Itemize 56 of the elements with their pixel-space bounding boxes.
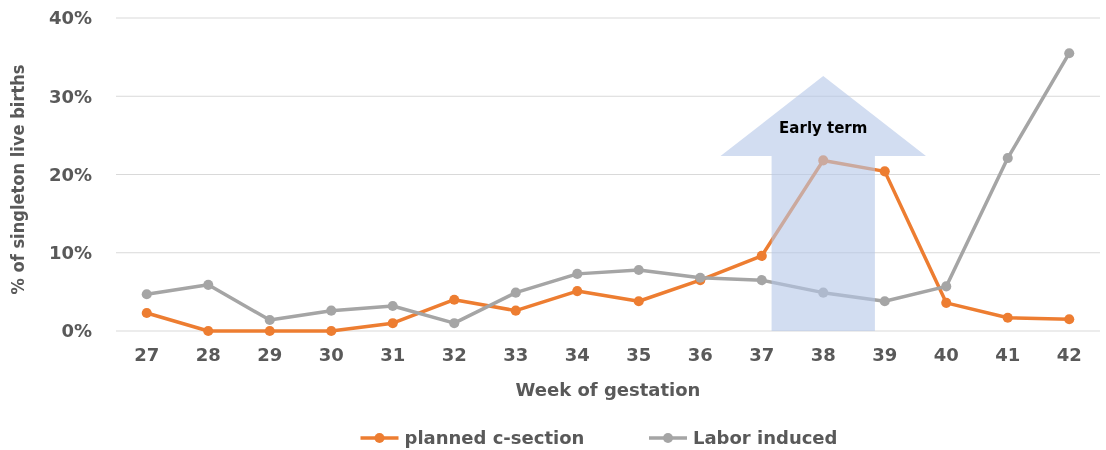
x-tick-label: 36 xyxy=(687,344,713,365)
x-tick-label: 35 xyxy=(626,344,652,365)
point xyxy=(387,300,398,311)
x-tick-label: 34 xyxy=(564,344,590,365)
x-tick-label: 27 xyxy=(134,344,160,365)
x-tick-label: 33 xyxy=(503,344,529,365)
y-tick-label: 30% xyxy=(48,85,92,107)
y-tick-label: 10% xyxy=(48,242,92,264)
point xyxy=(141,289,152,300)
point xyxy=(756,275,767,286)
x-tick-label: 31 xyxy=(380,344,406,365)
x-tick-label: 41 xyxy=(995,344,1021,365)
point xyxy=(1064,48,1075,59)
point xyxy=(510,287,521,298)
legend-label: planned c-section xyxy=(404,427,585,449)
point xyxy=(203,325,214,337)
x-tick-label: 39 xyxy=(872,344,898,365)
x-tick-label: 28 xyxy=(195,344,221,365)
x-tick-label: 29 xyxy=(257,344,283,365)
x-tick-label: 32 xyxy=(441,344,467,365)
point xyxy=(818,155,829,166)
point xyxy=(387,318,398,329)
point xyxy=(510,305,521,316)
point xyxy=(941,281,952,292)
point xyxy=(203,279,214,290)
point xyxy=(572,286,583,297)
point xyxy=(1002,153,1013,164)
y-tick-label: 40% xyxy=(48,7,92,29)
point xyxy=(449,318,460,329)
point xyxy=(572,268,583,279)
point xyxy=(326,305,337,316)
point xyxy=(449,294,460,305)
y-tick-label: 20% xyxy=(48,163,92,185)
x-tick-label: 38 xyxy=(810,344,836,365)
point xyxy=(326,325,337,337)
point xyxy=(756,250,767,261)
point xyxy=(879,166,890,177)
x-tick-label: 42 xyxy=(1056,344,1082,365)
x-axis-title: Week of gestation xyxy=(515,379,701,400)
point xyxy=(941,297,952,308)
y-tick-label: 0% xyxy=(61,320,92,342)
point xyxy=(1064,314,1075,325)
x-tick-label: 37 xyxy=(749,344,775,365)
point xyxy=(633,264,644,275)
y-axis-title: % of singleton live births xyxy=(7,40,28,295)
annotation: Early term xyxy=(779,119,868,138)
point xyxy=(1002,312,1013,323)
point xyxy=(879,296,890,307)
point xyxy=(633,296,644,307)
point xyxy=(141,307,152,319)
x-tick-label: 40 xyxy=(933,344,959,365)
point xyxy=(264,325,275,337)
point xyxy=(818,287,829,298)
point xyxy=(264,315,275,326)
x-tick-label: 30 xyxy=(318,344,344,365)
legend-label: Labor induced xyxy=(693,427,838,449)
